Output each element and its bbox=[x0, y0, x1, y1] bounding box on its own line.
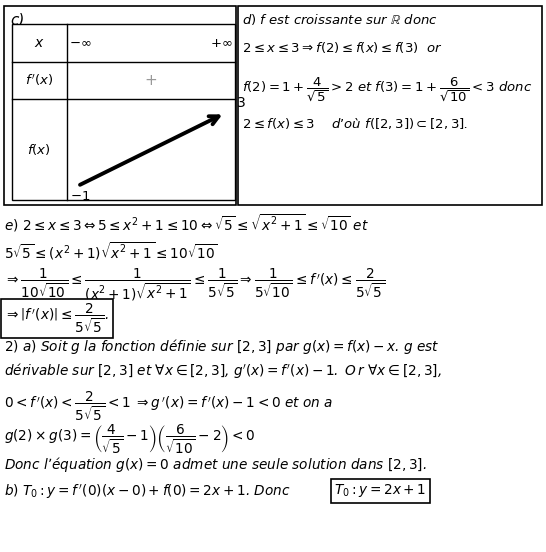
Text: $g(2) \times g(3) = \left(\dfrac{4}{\sqrt{5}} - 1\right)\left(\dfrac{6}{\sqrt{10: $g(2) \times g(3) = \left(\dfrac{4}{\sqr… bbox=[4, 423, 256, 456]
Text: c): c) bbox=[10, 12, 24, 27]
Text: $f(2)=1+\dfrac{4}{\sqrt{5}}>2$ et $f(3) = 1+\dfrac{6}{\sqrt{10}} <3$ donc: $f(2)=1+\dfrac{4}{\sqrt{5}}>2$ et $f(3) … bbox=[242, 76, 533, 104]
Text: $f(x)$: $f(x)$ bbox=[27, 142, 51, 157]
Bar bbox=[12, 24, 235, 200]
Text: $+\infty$: $+\infty$ bbox=[210, 36, 233, 50]
Bar bbox=[4, 6, 236, 205]
Text: $-1$: $-1$ bbox=[70, 190, 91, 204]
Text: $e)$ $2 \leq x \leq 3 \Leftrightarrow 5 \leq x^2+1 \leq 10 \Leftrightarrow \sqrt: $e)$ $2 \leq x \leq 3 \Leftrightarrow 5 … bbox=[4, 212, 370, 234]
Text: $-\infty$: $-\infty$ bbox=[69, 36, 92, 50]
Text: $d)$ $f$ est croissante sur $\mathbb{R}$ donc: $d)$ $f$ est croissante sur $\mathbb{R}$… bbox=[242, 12, 438, 27]
Text: $2 \leq f(x) \leq 3$    d’où $f([2,3])\subset [2,3]$.: $2 \leq f(x) \leq 3$ d’où $f([2,3])\subs… bbox=[242, 116, 468, 131]
Text: Donc l’équation $g(x) = 0$ admet une seule solution dans $[2,3]$.: Donc l’équation $g(x) = 0$ admet une seu… bbox=[4, 455, 427, 474]
Text: $T_0 : y = 2x+1$: $T_0 : y = 2x+1$ bbox=[334, 482, 426, 500]
Text: $0 < f\,'(x) < \dfrac{2}{5\sqrt{5}} < 1\; \Rightarrow g\,'(x) = f\,'(x) - 1 < 0$: $0 < f\,'(x) < \dfrac{2}{5\sqrt{5}} < 1\… bbox=[4, 390, 334, 423]
Text: dérivable sur $[2,3]$ et $\forall x \in [2,3]$, $g'(x) = f'(x) - 1$. $\,O\,r$ $\: dérivable sur $[2,3]$ et $\forall x \in … bbox=[4, 361, 442, 380]
Text: $f\,'(x)$: $f\,'(x)$ bbox=[25, 73, 54, 88]
Text: $\Rightarrow \dfrac{1}{10\sqrt{10}} \leq \dfrac{1}{(x^2+1)\sqrt{x^2+1}} \leq \df: $\Rightarrow \dfrac{1}{10\sqrt{10}} \leq… bbox=[4, 267, 385, 303]
Text: $x$: $x$ bbox=[34, 36, 45, 50]
Bar bbox=[238, 6, 542, 205]
Text: $\Rightarrow \left|f\,'(x)\right| \leq \dfrac{2}{5\sqrt{5}}$.: $\Rightarrow \left|f\,'(x)\right| \leq \… bbox=[4, 302, 109, 335]
Text: $2 \leq x \leq 3 \Rightarrow f(2) \leq f(x) \leq f(3)$  or: $2 \leq x \leq 3 \Rightarrow f(2) \leq f… bbox=[242, 40, 443, 55]
Text: $b)$ $T_0 : y = f\,'(0)(x-0) + f(0) = 2x+1$. Donc: $b)$ $T_0 : y = f\,'(0)(x-0) + f(0) = 2x… bbox=[4, 482, 291, 501]
Text: $3$: $3$ bbox=[236, 97, 246, 110]
Text: $2)$ $a)$ Soit $g$ la fonction définie sur $[2,3]$ par $g(x) = f(x) - x$. $g$ es: $2)$ $a)$ Soit $g$ la fonction définie s… bbox=[4, 337, 440, 355]
Text: $5\sqrt{5} \leq (x^2+1)\sqrt{x^2+1} \leq 10\sqrt{10}$: $5\sqrt{5} \leq (x^2+1)\sqrt{x^2+1} \leq… bbox=[4, 240, 218, 262]
Text: $+$: $+$ bbox=[144, 73, 157, 88]
